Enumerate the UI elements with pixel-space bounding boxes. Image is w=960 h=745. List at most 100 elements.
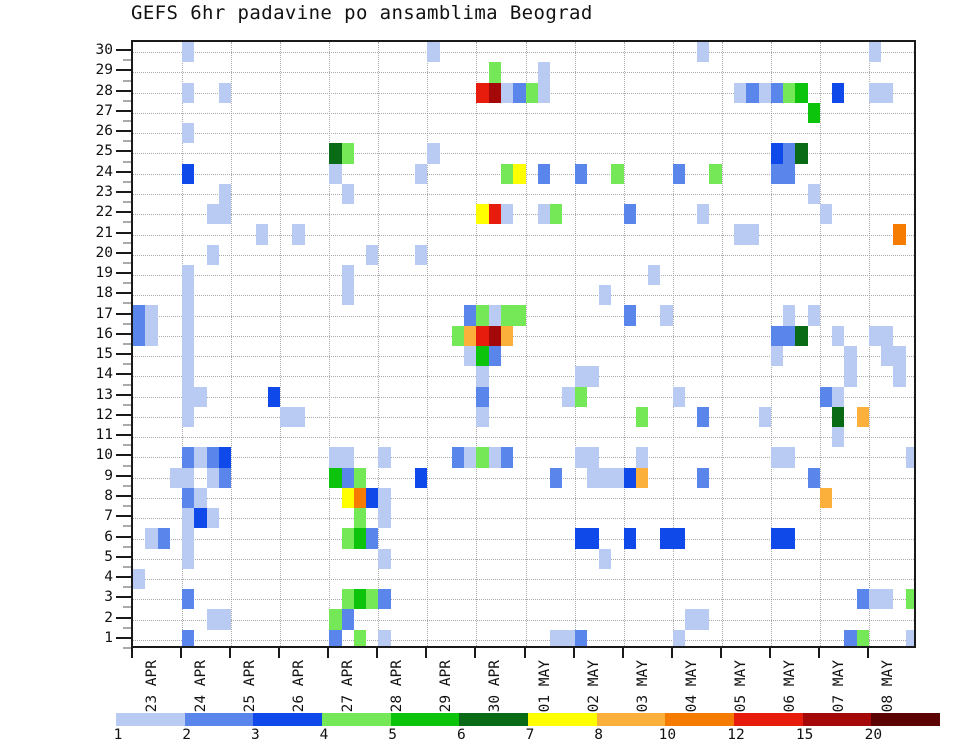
heatmap-cell bbox=[341, 467, 354, 488]
heatmap-cell bbox=[488, 346, 501, 367]
heatmap-cell bbox=[623, 305, 636, 326]
x-tick-mark bbox=[327, 648, 330, 658]
heatmap-cell bbox=[868, 589, 882, 610]
heatmap-cell bbox=[341, 609, 354, 630]
heatmap-cell bbox=[341, 264, 354, 286]
y-tick-minor bbox=[123, 606, 131, 608]
heatmap-cell bbox=[819, 386, 833, 407]
y-tick-mark bbox=[116, 474, 131, 477]
heatmap-cell bbox=[353, 508, 367, 529]
y-tick-mark bbox=[116, 69, 131, 72]
y-tick-mark bbox=[116, 211, 131, 214]
x-tick-label: 04 MAY bbox=[683, 660, 700, 713]
y-tick-minor bbox=[123, 262, 131, 264]
heatmap-cell bbox=[182, 264, 195, 286]
y-tick-label: 23 bbox=[95, 184, 113, 200]
y-tick-mark bbox=[116, 596, 131, 599]
x-tick-mark bbox=[425, 648, 428, 658]
colorbar-swatch bbox=[253, 713, 323, 726]
y-tick-mark bbox=[116, 170, 131, 173]
colorbar-tick-label: 4 bbox=[319, 727, 329, 743]
x-tick-label: 03 MAY bbox=[634, 660, 651, 713]
heatmap-cell bbox=[464, 305, 477, 326]
heatmap-cell bbox=[378, 589, 391, 610]
heatmap-cell bbox=[133, 305, 146, 326]
heatmap-cell bbox=[218, 609, 232, 630]
x-tick-mark bbox=[278, 648, 281, 658]
heatmap-cell bbox=[206, 447, 219, 468]
heatmap-cell bbox=[537, 163, 551, 184]
colorbar-swatch bbox=[665, 713, 735, 726]
heatmap-cell bbox=[194, 386, 207, 407]
y-tick-label: 14 bbox=[95, 366, 113, 383]
y-tick-label: 12 bbox=[95, 406, 113, 423]
colorbar-swatch bbox=[322, 713, 391, 726]
heatmap-cell bbox=[182, 366, 195, 387]
heatmap-cell bbox=[832, 406, 845, 428]
heatmap-cell bbox=[783, 143, 796, 164]
y-tick-mark bbox=[116, 89, 131, 92]
heatmap-cell bbox=[525, 82, 538, 103]
heatmap-cell bbox=[893, 346, 906, 367]
heatmap-cell bbox=[329, 447, 342, 468]
x-tick-mark bbox=[523, 648, 526, 658]
colorbar-tick-label: 5 bbox=[388, 727, 398, 743]
heatmap-cell bbox=[550, 467, 563, 488]
heatmap-cell bbox=[182, 82, 195, 103]
y-tick-label: 9 bbox=[104, 467, 113, 484]
heatmap-cell bbox=[697, 204, 710, 225]
colorbar-tick-label: 6 bbox=[456, 727, 466, 743]
heatmap-cell bbox=[672, 629, 685, 646]
heatmap-cell bbox=[292, 406, 305, 428]
y-tick-mark bbox=[116, 272, 131, 275]
heatmap-cell bbox=[513, 163, 526, 184]
heatmap-cell bbox=[832, 82, 845, 103]
heatmap-cell bbox=[868, 325, 882, 346]
heatmap-cell bbox=[415, 163, 428, 184]
heatmap-cell bbox=[366, 528, 379, 549]
heatmap-cell bbox=[353, 487, 367, 509]
y-tick-label: 17 bbox=[95, 305, 113, 322]
x-tick-mark bbox=[768, 648, 771, 658]
heatmap-cell bbox=[623, 467, 636, 488]
heatmap-cell bbox=[157, 528, 170, 549]
heatmap-cell bbox=[586, 467, 600, 488]
heatmap-cell bbox=[868, 82, 882, 103]
heatmap-cell bbox=[182, 548, 195, 569]
heatmap-cell bbox=[783, 82, 796, 103]
heatmap-cell bbox=[182, 447, 195, 468]
heatmap-cell bbox=[905, 589, 914, 610]
heatmap-cell bbox=[807, 102, 820, 124]
y-tick-mark bbox=[116, 332, 131, 335]
heatmap-cell bbox=[218, 82, 232, 103]
y-tick-mark bbox=[116, 454, 131, 457]
y-tick-minor bbox=[123, 161, 131, 163]
heatmap-cell bbox=[770, 143, 784, 164]
y-tick-label: 22 bbox=[95, 204, 113, 221]
x-tick-mark bbox=[131, 648, 133, 658]
heatmap-cell bbox=[182, 386, 195, 407]
y-tick-label: 27 bbox=[95, 102, 113, 119]
heatmap-cell bbox=[500, 325, 514, 346]
heatmap-cell bbox=[770, 528, 784, 549]
heatmap-cell bbox=[807, 305, 820, 326]
heatmap-cell bbox=[341, 447, 354, 468]
y-tick-mark bbox=[116, 413, 131, 416]
heatmap-cell bbox=[182, 305, 195, 326]
x-tick-mark bbox=[376, 648, 379, 658]
x-axis: 23 APR 24 APR 25 APR 26 APR 27 APR 28 APR 29 A… bbox=[131, 648, 916, 712]
heatmap-cell bbox=[623, 204, 636, 225]
x-tick-label: 02 MAY bbox=[585, 660, 602, 713]
heatmap-cell bbox=[807, 467, 820, 488]
heatmap-cell bbox=[329, 629, 342, 646]
colorbar-tick-label: 1 bbox=[113, 727, 123, 743]
heatmap-cell bbox=[206, 244, 219, 265]
heatmap-cell bbox=[881, 82, 894, 103]
heatmap-cell bbox=[660, 528, 673, 549]
heatmap-cell bbox=[537, 62, 551, 83]
y-tick-label: 3 bbox=[104, 589, 113, 606]
colorbar-swatch bbox=[802, 713, 872, 726]
heatmap-cell bbox=[329, 467, 342, 488]
x-tick-label: 08 MAY bbox=[879, 660, 896, 713]
heatmap-cell bbox=[893, 366, 906, 387]
